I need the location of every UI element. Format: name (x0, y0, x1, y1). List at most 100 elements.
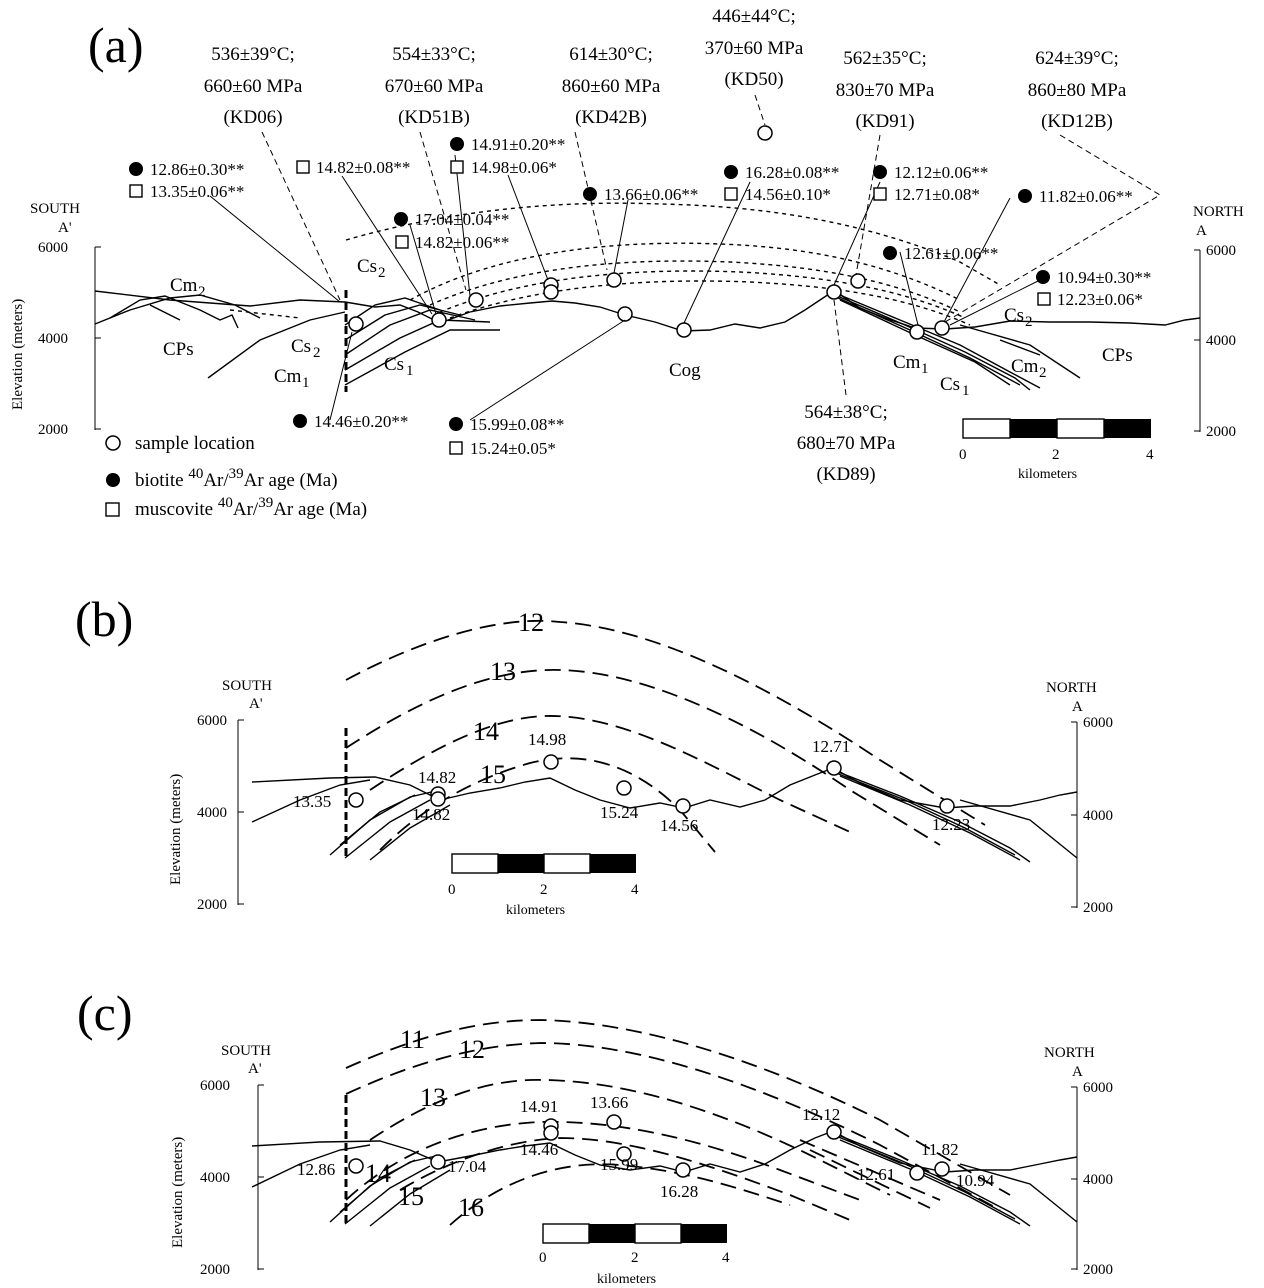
svg-text:670±60 MPa: 670±60 MPa (385, 76, 484, 97)
pt-kd51b: 554±33°C; 670±60 MPa (KD51B) (385, 44, 484, 128)
svg-text:14.82: 14.82 (418, 768, 456, 787)
svg-text:Cm: Cm (893, 352, 921, 373)
age-group-3: 14.91±0.20** 14.98±0.06* (450, 135, 565, 177)
svg-text:15.24±0.05*: 15.24±0.05* (470, 439, 556, 458)
svg-text:12.71: 12.71 (812, 737, 850, 756)
svg-text:14.82±0.08**: 14.82±0.08** (316, 158, 410, 177)
svg-text:14.91±0.20**: 14.91±0.20** (471, 135, 565, 154)
svg-text:562±35°C;: 562±35°C; (843, 48, 926, 69)
ytick-6000-right: 6000 (1206, 243, 1236, 259)
svg-text:14.91: 14.91 (520, 1097, 558, 1116)
age-group-7: 12.12±0.06** 12.71±0.08* (873, 163, 988, 204)
svg-text:2: 2 (540, 882, 548, 898)
svg-text:12.12±0.06**: 12.12±0.06** (894, 163, 988, 182)
svg-text:A: A (1072, 1064, 1083, 1080)
south-label: SOUTH (30, 201, 80, 217)
svg-text:1: 1 (921, 361, 929, 377)
age-group-2: 14.82±0.08** (296, 158, 410, 177)
svg-text:Cs: Cs (291, 336, 311, 357)
svg-text:860±80 MPa: 860±80 MPa (1028, 80, 1127, 101)
svg-text:kilometers: kilometers (1018, 467, 1077, 482)
svg-text:Cog: Cog (669, 360, 701, 381)
svg-text:6000: 6000 (1083, 715, 1113, 731)
svg-text:2000: 2000 (200, 1262, 230, 1278)
svg-text:Cs: Cs (384, 354, 404, 375)
svg-text:4000: 4000 (1083, 1172, 1113, 1188)
svg-text:17.04±0.04**: 17.04±0.04** (415, 210, 509, 229)
svg-text:1: 1 (302, 375, 310, 391)
svg-text:14.56±0.10*: 14.56±0.10* (745, 185, 831, 204)
svg-text:14.46±0.20**: 14.46±0.20** (314, 412, 408, 431)
ytick-2000-right: 2000 (1206, 424, 1236, 440)
svg-text:4000: 4000 (200, 1170, 230, 1186)
svg-text:16.28±0.08**: 16.28±0.08** (745, 163, 839, 182)
svg-text:13.66±0.06**: 13.66±0.06** (604, 185, 698, 204)
svg-text:15.24: 15.24 (600, 803, 639, 822)
age-group-6: 16.28±0.08** 14.56±0.10* (724, 163, 839, 204)
svg-text:11.82: 11.82 (921, 1140, 959, 1159)
svg-text:12: 12 (518, 608, 544, 637)
svg-text:SOUTH: SOUTH (221, 1043, 271, 1059)
svg-text:CPs: CPs (1102, 345, 1133, 366)
svg-text:Cs: Cs (1004, 305, 1024, 326)
svg-text:6000: 6000 (197, 713, 227, 729)
scale-bar-a: 0 2 4 kilometers (959, 418, 1154, 482)
svg-text:SOUTH: SOUTH (222, 678, 272, 694)
svg-text:15: 15 (480, 760, 506, 789)
svg-text:(KD06): (KD06) (223, 107, 282, 128)
svg-text:6000: 6000 (1083, 1080, 1113, 1096)
svg-text:2: 2 (313, 345, 321, 361)
svg-text:14.82±0.06**: 14.82±0.06** (415, 233, 509, 252)
svg-text:830±70 MPa: 830±70 MPa (836, 80, 935, 101)
panel-b-label: (b) (75, 591, 133, 647)
panel-a: (a) 6000 4000 2000 Elevation (meters) SO… (10, 6, 1244, 520)
svg-text:12.12: 12.12 (802, 1105, 840, 1124)
svg-text:(KD51B): (KD51B) (398, 107, 470, 128)
svg-text:(KD42B): (KD42B) (575, 107, 647, 128)
svg-text:biotite 40Ar/39Ar age (Ma): biotite 40Ar/39Ar age (Ma) (135, 466, 338, 491)
svg-text:10.94: 10.94 (956, 1171, 995, 1190)
svg-text:Cm: Cm (170, 275, 198, 296)
age-group-1: 12.86±0.30** 13.35±0.06** (129, 160, 244, 201)
ytick-4000-left: 4000 (38, 331, 68, 347)
pt-kd89: 564±38°C; 680±70 MPa (KD89) (797, 402, 896, 485)
svg-text:1: 1 (962, 383, 970, 399)
svg-text:14: 14 (365, 1159, 391, 1188)
svg-text:12.61±0.06**: 12.61±0.06** (904, 244, 998, 263)
svg-text:kilometers: kilometers (597, 1272, 656, 1287)
svg-text:15: 15 (398, 1182, 424, 1211)
svg-text:1: 1 (406, 363, 414, 379)
svg-text:680±70 MPa: 680±70 MPa (797, 433, 896, 454)
svg-text:0: 0 (959, 447, 967, 463)
svg-text:536±39°C;: 536±39°C; (211, 44, 294, 65)
unit-labels: Cm 2 CPs Cs 2 Cs 2 Cs 1 Cm 1 Cog CPs Cs 2 Cm 1 … (163, 256, 1133, 399)
ytick-2000-left: 2000 (38, 422, 68, 438)
svg-text:Cs: Cs (940, 374, 960, 395)
south-sub: A' (58, 220, 72, 236)
svg-text:12: 12 (459, 1035, 485, 1064)
age-group-12: 15.99±0.08** 15.24±0.05* (449, 415, 564, 458)
svg-text:13.66: 13.66 (590, 1093, 628, 1112)
svg-text:CPs: CPs (163, 339, 194, 360)
svg-text:A': A' (248, 1061, 262, 1077)
svg-text:4000: 4000 (197, 805, 227, 821)
svg-text:12.23: 12.23 (932, 815, 970, 834)
svg-text:14.82: 14.82 (412, 805, 450, 824)
panel-c-label: (c) (77, 985, 133, 1041)
svg-text:14: 14 (473, 717, 499, 746)
svg-text:2: 2 (631, 1250, 639, 1266)
svg-text:4000: 4000 (1083, 808, 1113, 824)
age-group-11: 14.46±0.20** (293, 412, 408, 431)
pt-kd42b: 614±30°C; 860±60 MPa (KD42B) (562, 44, 661, 128)
svg-text:13.35±0.06**: 13.35±0.06** (150, 182, 244, 201)
legend: sample location biotite 40Ar/39Ar age (M… (105, 433, 367, 520)
svg-text:2: 2 (198, 284, 206, 300)
svg-text:660±60 MPa: 660±60 MPa (204, 76, 303, 97)
svg-text:14.98±0.06*: 14.98±0.06* (471, 158, 557, 177)
svg-text:sample location: sample location (135, 433, 255, 454)
svg-text:2: 2 (1025, 314, 1033, 330)
svg-text:13: 13 (490, 657, 516, 686)
svg-text:12.71±0.08*: 12.71±0.08* (894, 185, 980, 204)
svg-text:A: A (1072, 699, 1083, 715)
